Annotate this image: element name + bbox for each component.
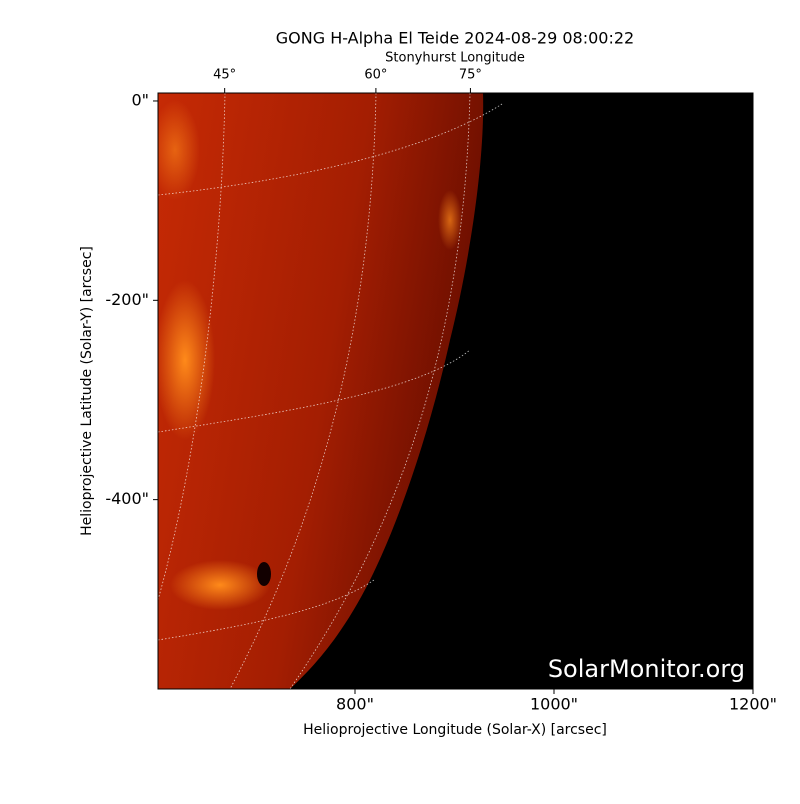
y-axis-label: Helioprojective Latitude (Solar-Y) [arcs…	[79, 246, 95, 536]
x-tick-label: 1200"	[729, 695, 777, 714]
x-tick-label: 1000"	[530, 695, 578, 714]
x-tick-label: 800"	[336, 695, 374, 714]
watermark: SolarMonitor.org	[548, 655, 745, 683]
y-tick-label: 0"	[131, 90, 149, 109]
top-axis-label: Stonyhurst Longitude	[385, 51, 525, 66]
top-tick-label: 45°	[213, 68, 236, 83]
top-tick-label: 75°	[459, 68, 482, 83]
x-axis-label: Helioprojective Longitude (Solar-X) [arc…	[303, 722, 607, 738]
y-tick-label: -200"	[105, 290, 149, 309]
top-tick-label: 60°	[364, 68, 387, 83]
axes-frame	[157, 92, 754, 690]
y-tick-label: -400"	[105, 489, 149, 508]
solar-image: SolarMonitor.org	[158, 93, 753, 689]
chart-title: GONG H-Alpha El Teide 2024-08-29 08:00:2…	[276, 29, 634, 48]
